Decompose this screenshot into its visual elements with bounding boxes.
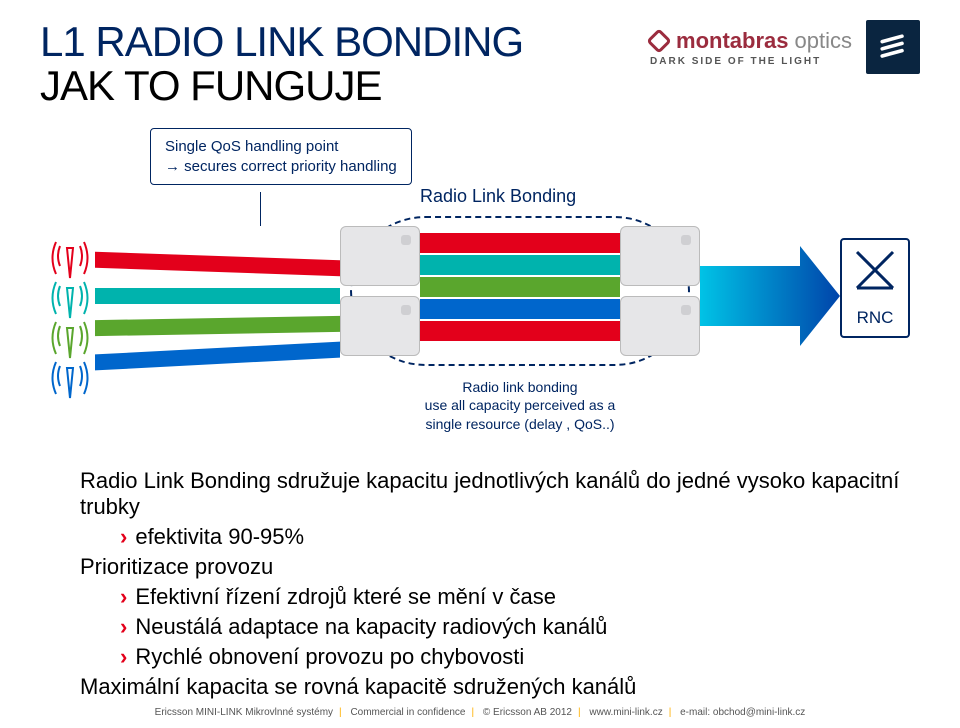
qos-line2: → secures correct priority handling (165, 157, 397, 177)
antenna-tower-icon (50, 280, 90, 322)
footer-part: Commercial in confidence (350, 707, 465, 718)
qos-connector-line (260, 192, 261, 226)
rnc-box: RNC (840, 238, 910, 338)
bond-stripe (420, 277, 620, 297)
bond-stripe (420, 233, 620, 253)
bullet-item: Prioritizace provozu (80, 554, 920, 580)
bullet-text: Rychlé obnovení provozu po chybovosti (135, 644, 524, 669)
antenna-tower-icon (50, 360, 90, 402)
bullet-text: Efektivní řízení zdrojů které se mění v … (135, 584, 556, 609)
bullet-item: Radio Link Bonding sdružuje kapacitu jed… (80, 468, 920, 520)
bond-stripe (420, 299, 620, 319)
bullet-text: Radio Link Bonding sdružuje kapacitu jed… (80, 468, 899, 519)
footer-part: © Ericsson AB 2012 (483, 707, 572, 718)
input-stream-red (95, 252, 340, 277)
rlb-label: Radio Link Bonding (420, 186, 576, 207)
input-stream-teal (95, 288, 340, 304)
footer-separator-icon: | (472, 707, 475, 718)
title-line1: L1 RADIO LINK BONDING (40, 20, 523, 64)
bullet-text: efektivita 90-95% (135, 524, 304, 549)
bullet-subitem: › efektivita 90-95% (120, 524, 920, 550)
antenna-tower-icon (50, 320, 90, 362)
qos-callout: Single QoS handling point → secures corr… (150, 128, 412, 185)
radio-unit-icon (340, 296, 420, 356)
brand-area: montabras optics DARK SIDE OF THE LIGHT (650, 20, 920, 74)
input-stream-blue (95, 342, 340, 371)
bond-stripe (420, 255, 620, 275)
radio-unit-icon (620, 296, 700, 356)
rnc-label: RNC (857, 308, 894, 328)
rlb-caption: Radio link bonding use all capacity perc… (350, 378, 690, 433)
antenna-tower-icon (50, 240, 90, 282)
rlb-caption-line: use all capacity perceived as a (350, 396, 690, 414)
radio-unit-icon (340, 226, 420, 286)
footer-separator-icon: | (578, 707, 581, 718)
brand-name-light: optics (795, 28, 852, 54)
bonding-diagram: Single QoS handling point → secures corr… (40, 128, 920, 408)
footer-separator-icon: | (339, 707, 342, 718)
bullet-subitem: › Neustálá adaptace na kapacity radiových… (120, 614, 920, 640)
bullet-subitem: › Efektivní řízení zdrojů které se mění v… (120, 584, 920, 610)
rnc-cross-icon (853, 248, 897, 292)
footer-part: e-mail: obchod@mini-link.cz (680, 707, 805, 718)
slide-title: L1 RADIO LINK BONDING JAK TO FUNGUJE (40, 20, 523, 108)
big-arrow-icon (700, 246, 840, 351)
bullet-text: Maximální kapacita se rovná kapacitě sdr… (80, 674, 636, 699)
bullet-text: Prioritizace provozu (80, 554, 273, 579)
rlb-caption-line: single resource (delay , QoS..) (350, 415, 690, 433)
rlb-caption-line: Radio link bonding (350, 378, 690, 396)
bullet-item: Maximální kapacita se rovná kapacitě sdr… (80, 674, 920, 700)
montabras-diamond-icon (646, 28, 671, 53)
brand-name-main: montabras (676, 28, 788, 53)
chevron-icon: › (120, 614, 127, 639)
input-stream-green (95, 316, 340, 336)
footer-part: www.mini-link.cz (589, 707, 662, 718)
ericsson-logo (866, 20, 920, 74)
chevron-icon: › (120, 644, 127, 669)
montabras-logo: montabras optics DARK SIDE OF THE LIGHT (650, 28, 852, 67)
qos-line1: Single QoS handling point (165, 137, 397, 157)
footer-separator-icon: | (669, 707, 672, 718)
radio-unit-icon (620, 226, 700, 286)
footer-part: Ericsson MINI-LINK Mikrovlnné systémy (155, 707, 333, 718)
bullet-list: Radio Link Bonding sdružuje kapacitu jed… (80, 468, 920, 700)
brand-tagline: DARK SIDE OF THE LIGHT (650, 56, 821, 67)
title-line2: JAK TO FUNGUJE (40, 64, 523, 108)
bullet-subitem: › Rychlé obnovení provozu po chybovosti (120, 644, 920, 670)
chevron-icon: › (120, 524, 127, 549)
bond-stripe (420, 321, 620, 341)
slide-footer: Ericsson MINI-LINK Mikrovlnné systémy | C… (0, 707, 960, 718)
chevron-icon: › (120, 584, 127, 609)
bullet-text: Neustálá adaptace na kapacity radiových … (135, 614, 607, 639)
